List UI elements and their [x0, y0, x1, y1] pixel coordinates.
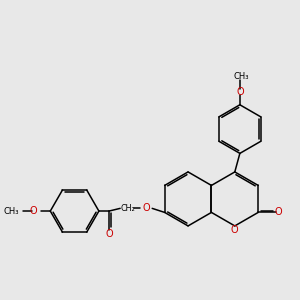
Text: O: O: [142, 203, 150, 213]
Text: O: O: [105, 229, 113, 239]
Text: CH₃: CH₃: [234, 72, 249, 81]
Text: O: O: [236, 87, 244, 97]
Text: CH₂: CH₂: [120, 204, 135, 213]
Text: O: O: [29, 206, 37, 216]
Text: O: O: [274, 207, 282, 218]
Text: O: O: [231, 225, 238, 235]
Text: CH₃: CH₃: [4, 207, 19, 216]
